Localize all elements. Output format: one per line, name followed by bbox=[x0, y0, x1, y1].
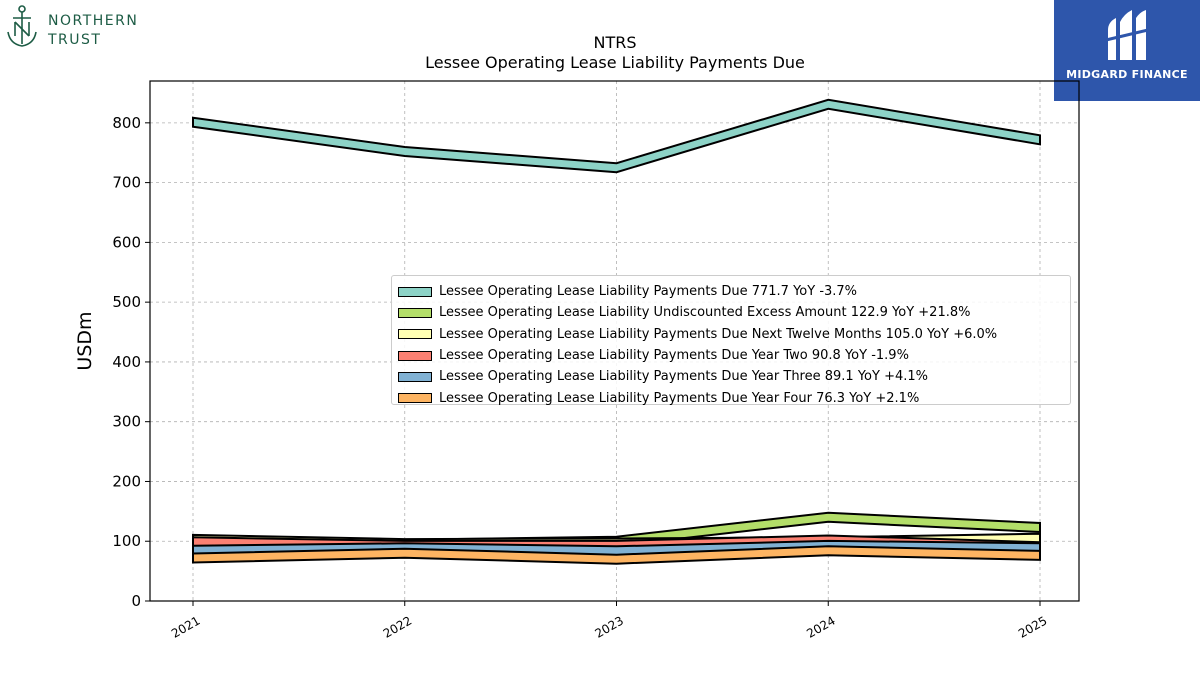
y-tick-label: 400 bbox=[112, 353, 141, 371]
y-tick-label: 700 bbox=[112, 174, 141, 192]
series-areas bbox=[192, 98, 1041, 565]
midgard-emblem-icon bbox=[1105, 10, 1149, 60]
legend-swatch bbox=[398, 329, 432, 340]
legend-label: Lessee Operating Lease Liability Payment… bbox=[439, 326, 998, 342]
legend-item: Lessee Operating Lease Liability Payment… bbox=[398, 324, 1070, 345]
y-tick-label: 100 bbox=[112, 532, 141, 550]
x-tick-label: 2024 bbox=[804, 613, 837, 640]
legend-swatch bbox=[398, 286, 432, 297]
series-area-5 bbox=[192, 545, 1041, 565]
legend-swatch bbox=[398, 371, 432, 382]
legend-swatch bbox=[398, 350, 432, 361]
legend-label: Lessee Operating Lease Liability Payment… bbox=[439, 390, 920, 406]
x-tick-label: 2023 bbox=[593, 613, 626, 640]
y-tick-label: 300 bbox=[112, 413, 141, 431]
logo-nt-line1: NORTHERN bbox=[48, 13, 139, 29]
chart-subtitle: Lessee Operating Lease Liability Payment… bbox=[425, 53, 805, 72]
midgard-finance-logo: MIDGARD FINANCE bbox=[1054, 0, 1200, 101]
y-tick-label: 200 bbox=[112, 472, 141, 490]
x-tick-label: 2025 bbox=[1016, 613, 1049, 640]
plot-frame bbox=[149, 80, 1080, 602]
midgard-finance-label: MIDGARD FINANCE bbox=[1066, 68, 1188, 81]
legend-item: Lessee Operating Lease Liability Payment… bbox=[398, 345, 1070, 366]
x-axis-ticks: 2021 2022 2023 2024 2025 bbox=[169, 601, 1050, 641]
legend-label: Lessee Operating Lease Liability Undisco… bbox=[439, 305, 971, 321]
y-axis-label: USDm bbox=[74, 311, 96, 370]
y-tick-label: 800 bbox=[112, 114, 141, 132]
legend-item: Lessee Operating Lease Liability Undisco… bbox=[398, 302, 1070, 323]
legend-item: Lessee Operating Lease Liability Payment… bbox=[398, 281, 1070, 302]
legend-item: Lessee Operating Lease Liability Payment… bbox=[398, 387, 1070, 408]
chart-title: NTRS bbox=[593, 33, 636, 52]
legend-label: Lessee Operating Lease Liability Payment… bbox=[439, 348, 909, 364]
northern-trust-logo: NORTHERN TRUST bbox=[4, 4, 164, 52]
y-axis-ticks: 0 100 200 300 400 500 600 700 800 bbox=[112, 114, 150, 610]
logo-nt-line2: TRUST bbox=[48, 32, 102, 48]
legend-label: Lessee Operating Lease Liability Payment… bbox=[439, 369, 928, 385]
x-tick-label: 2022 bbox=[381, 613, 414, 640]
legend-swatch bbox=[398, 307, 432, 318]
y-tick-label: 0 bbox=[131, 592, 141, 610]
legend-label: Lessee Operating Lease Liability Payment… bbox=[439, 284, 858, 300]
anchor-icon bbox=[7, 5, 37, 47]
series-area-0 bbox=[192, 98, 1041, 174]
chart-legend: Lessee Operating Lease Liability Payment… bbox=[391, 275, 1071, 408]
y-tick-label: 500 bbox=[112, 293, 141, 311]
x-tick-label: 2021 bbox=[169, 613, 202, 640]
legend-swatch bbox=[398, 393, 432, 404]
legend-item: Lessee Operating Lease Liability Payment… bbox=[398, 366, 1070, 387]
y-tick-label: 600 bbox=[112, 233, 141, 251]
